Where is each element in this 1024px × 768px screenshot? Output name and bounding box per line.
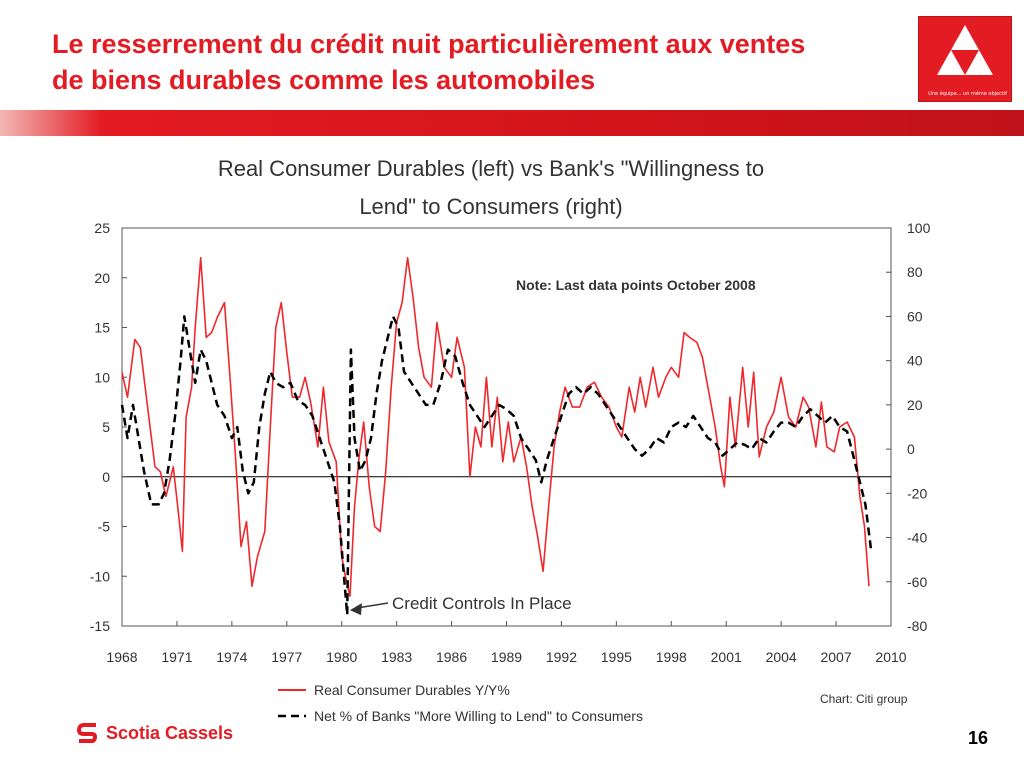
triangle-logo-icon	[937, 25, 993, 75]
chart: Real Consumer Durables (left) vs Bank's …	[66, 148, 956, 748]
slide-title-line-1: Le resserrement du crédit nuit particuli…	[52, 29, 806, 59]
right-axis-label: 0	[907, 441, 915, 457]
brand-logo: Scotia Cassels	[76, 720, 233, 746]
x-axis-label: 1992	[546, 649, 577, 665]
scotia-s-icon	[77, 723, 97, 743]
logo-tagline: Une équipe... un même objectif	[928, 91, 1007, 97]
x-axis-label: 1989	[491, 649, 522, 665]
plot-area: 25 20 15 10 5 0 -5 -10 -15 100 80 60 40 20 0 -20 -40 -60 -…	[90, 220, 931, 665]
x-axis-label: 1995	[601, 649, 632, 665]
legend-label-durables: Real Consumer Durables Y/Y%	[314, 682, 510, 698]
chart-annotation: Credit Controls In Place	[392, 594, 572, 613]
x-axis-label: 1971	[161, 649, 192, 665]
legend-label-willingness: Net % of Banks "More Willing to Lend" to…	[314, 708, 643, 724]
right-axis-label: -40	[907, 530, 927, 546]
right-axis-label: 100	[907, 220, 931, 236]
chart-legend: Real Consumer Durables Y/Y% Net % of Ban…	[278, 682, 643, 724]
x-axis-label: 2010	[875, 649, 906, 665]
left-axis-label: 15	[94, 320, 110, 336]
right-axis-label: -20	[907, 485, 927, 501]
annotation-arrow-head	[349, 603, 362, 616]
x-axis-label: 1968	[106, 649, 137, 665]
left-axis-label: 5	[102, 419, 110, 435]
series-line-willingness	[120, 315, 873, 617]
x-axis-label: 1983	[381, 649, 412, 665]
left-axis-label: 20	[94, 270, 110, 286]
left-axis-label: -10	[90, 568, 110, 584]
left-axis-label: -15	[90, 618, 110, 634]
left-axis-label: -5	[98, 519, 111, 535]
right-axis-label: 80	[907, 264, 923, 280]
left-axis-label: 10	[94, 369, 110, 385]
slide-title-line-2: de biens durables comme les automobiles	[52, 65, 596, 95]
right-axis-label: -80	[907, 618, 927, 634]
right-axis-label: -60	[907, 574, 927, 590]
brand-name: Scotia Cassels	[106, 722, 234, 743]
header-band	[0, 110, 1024, 136]
x-axis-label: 1998	[656, 649, 687, 665]
left-axis-label: 0	[102, 469, 110, 485]
chart-note: Note: Last data points October 2008	[516, 277, 756, 293]
x-axis-label: 2001	[711, 649, 742, 665]
x-axis-label: 1977	[271, 649, 302, 665]
x-axis-label: 2004	[766, 649, 797, 665]
chart-credit: Chart: Citi group	[820, 692, 908, 706]
x-axis-label: 1980	[326, 649, 357, 665]
x-axis-label: 1986	[436, 649, 467, 665]
left-axis-label: 25	[94, 220, 110, 236]
page-number: 16	[968, 728, 989, 748]
x-axis-label: 2007	[820, 649, 851, 665]
chart-title-line-1: Real Consumer Durables (left) vs Bank's …	[218, 156, 764, 181]
chart-title-line-2: Lend" to Consumers (right)	[359, 194, 622, 219]
company-logo: Une équipe... un même objectif	[918, 16, 1012, 102]
series-line-durables	[121, 257, 870, 597]
chart-background	[66, 148, 956, 748]
right-axis-label: 40	[907, 353, 923, 369]
x-axis-label: 1974	[216, 649, 247, 665]
slide-title: Le resserrement du crédit nuit particuli…	[52, 26, 932, 98]
right-axis-label: 20	[907, 397, 923, 413]
chart-panel: Real Consumer Durables (left) vs Bank's …	[66, 148, 956, 748]
right-axis-label: 60	[907, 308, 923, 324]
